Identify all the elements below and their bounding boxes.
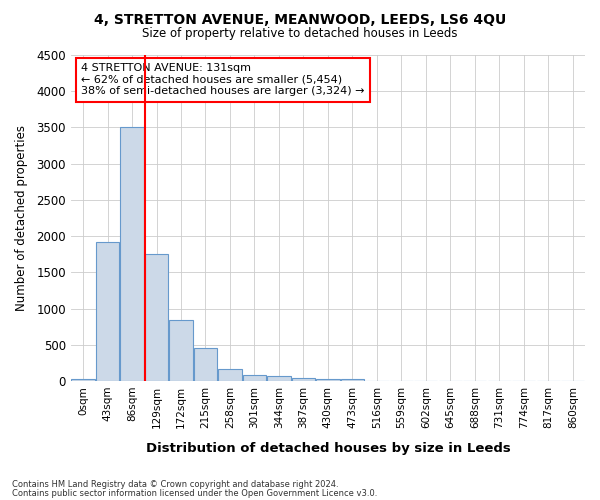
Text: Contains HM Land Registry data © Crown copyright and database right 2024.: Contains HM Land Registry data © Crown c… (12, 480, 338, 489)
Text: Contains public sector information licensed under the Open Government Licence v3: Contains public sector information licen… (12, 488, 377, 498)
Bar (194, 348, 217, 381)
Y-axis label: Number of detached properties: Number of detached properties (15, 125, 28, 311)
Bar (316, 378, 340, 381)
Bar (292, 378, 315, 381)
X-axis label: Distribution of detached houses by size in Leeds: Distribution of detached houses by size … (146, 442, 510, 455)
Bar (121, 128, 143, 381)
Bar (96, 242, 119, 381)
Bar (169, 320, 193, 381)
Bar (218, 369, 242, 381)
Bar (145, 254, 168, 381)
Text: 4 STRETTON AVENUE: 131sqm
← 62% of detached houses are smaller (5,454)
38% of se: 4 STRETTON AVENUE: 131sqm ← 62% of detac… (81, 63, 365, 96)
Text: Size of property relative to detached houses in Leeds: Size of property relative to detached ho… (142, 28, 458, 40)
Text: 4, STRETTON AVENUE, MEANWOOD, LEEDS, LS6 4QU: 4, STRETTON AVENUE, MEANWOOD, LEEDS, LS6… (94, 12, 506, 26)
Bar (341, 380, 364, 381)
Bar (268, 376, 290, 381)
Bar (71, 379, 95, 381)
Bar (243, 374, 266, 381)
